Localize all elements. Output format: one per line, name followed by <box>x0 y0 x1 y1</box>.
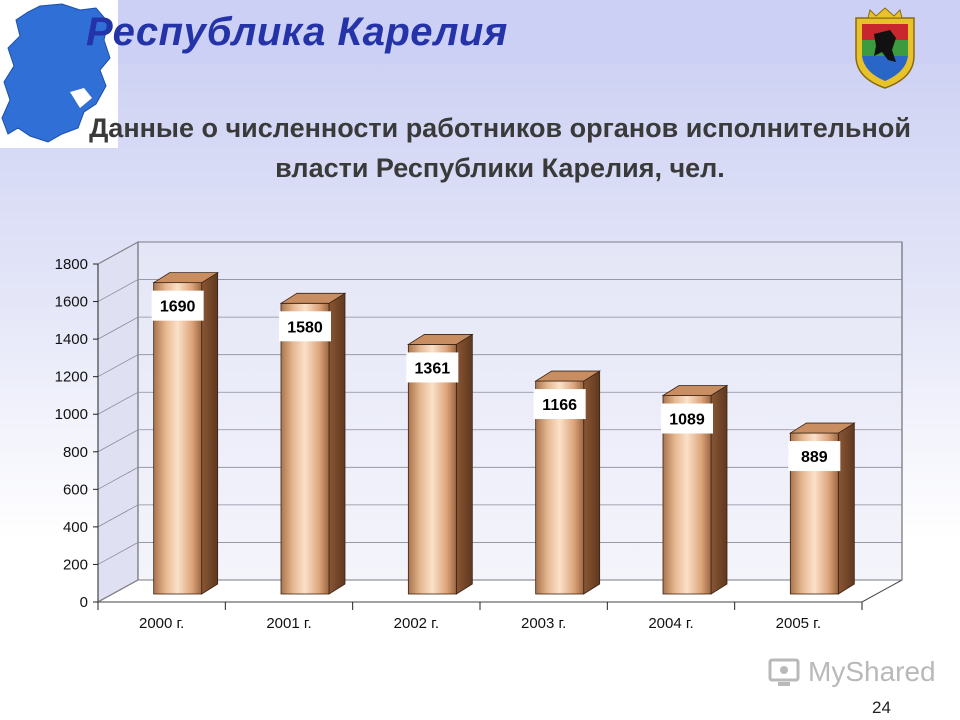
y-tick-label: 800 <box>63 444 88 461</box>
karelia-map-icon <box>0 0 118 148</box>
data-label-box <box>151 290 204 321</box>
x-tick-label: 2001 г. <box>266 615 311 632</box>
page-number: 24 <box>872 698 891 717</box>
gridline <box>97 391 902 415</box>
data-label: 889 <box>801 449 828 466</box>
chart-floor <box>97 579 903 603</box>
gridline <box>97 542 902 565</box>
bar-side <box>837 422 855 595</box>
data-label-box <box>661 403 713 434</box>
data-label: 1089 <box>669 412 705 429</box>
bar <box>152 271 220 595</box>
chart-side-wall <box>97 241 139 603</box>
y-tick-label: 600 <box>63 481 88 498</box>
y-tick-label: 1600 <box>55 294 88 311</box>
x-tick-label: 2000 г. <box>139 615 184 632</box>
x-tick-label: 2005 г. <box>776 615 821 632</box>
y-tick-label: 0 <box>80 594 88 611</box>
bar-top <box>152 272 220 284</box>
gridline <box>97 429 902 453</box>
x-tick-label: 2002 г. <box>394 615 439 632</box>
gridline <box>97 354 902 378</box>
y-tick-label: 400 <box>63 519 88 536</box>
data-label-box <box>788 441 841 472</box>
y-tick-label: 200 <box>63 556 88 573</box>
gridline <box>97 466 902 490</box>
header-band <box>0 0 960 64</box>
bar-front <box>153 282 203 595</box>
watermark-text: MyShared <box>808 656 936 687</box>
data-label-box <box>279 311 331 342</box>
gridline <box>97 241 902 265</box>
y-tick-label: 1200 <box>55 369 88 386</box>
y-tick-label: 1000 <box>55 406 88 423</box>
bar-top <box>534 370 602 382</box>
gridline <box>97 579 902 603</box>
x-tick-label: 2004 г. <box>648 615 693 632</box>
bar-front <box>280 302 330 595</box>
bar-side <box>201 271 219 595</box>
myshared-logo-icon <box>768 658 800 686</box>
bar-side <box>328 292 346 595</box>
bar-side <box>710 384 728 595</box>
bar-top <box>279 292 347 304</box>
x-tick-label: 2003 г. <box>521 615 566 632</box>
data-label-box <box>533 389 586 420</box>
y-tick-label: 1800 <box>55 256 88 273</box>
y-tick-label: 1400 <box>55 331 88 348</box>
chart-title: Данные о численности работников органов … <box>89 113 911 183</box>
header-title: Республика Карелия <box>86 10 508 54</box>
bar-side <box>583 370 601 595</box>
data-label: 1361 <box>415 360 451 377</box>
bar-top <box>406 334 474 345</box>
bar-top <box>661 385 729 396</box>
bar-top <box>788 422 856 434</box>
bar <box>406 333 474 595</box>
gridline <box>97 316 902 340</box>
data-label: 1580 <box>287 319 323 336</box>
data-label: 1690 <box>160 299 196 316</box>
bar <box>279 292 347 595</box>
gridline <box>97 504 902 528</box>
coat-of-arms-icon <box>855 7 915 89</box>
data-label: 1166 <box>542 397 577 414</box>
data-label-box <box>406 352 459 383</box>
bar-front <box>407 344 457 595</box>
gridline <box>97 279 902 302</box>
bar-side <box>455 333 473 595</box>
chart-back-wall <box>137 241 903 581</box>
